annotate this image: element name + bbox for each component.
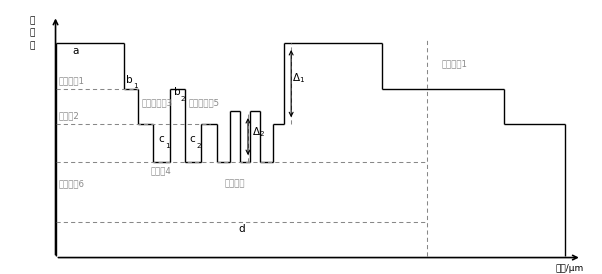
Text: c: c <box>158 134 164 144</box>
Text: d: d <box>238 224 245 234</box>
Text: 少模纤芯6: 少模纤芯6 <box>58 179 84 188</box>
Text: 1: 1 <box>132 83 137 89</box>
Text: c: c <box>190 134 195 144</box>
Text: 折: 折 <box>30 16 36 25</box>
Text: 少模芯区1: 少模芯区1 <box>58 76 84 85</box>
Text: 沟槽内包层3: 沟槽内包层3 <box>141 99 172 108</box>
Text: 射: 射 <box>30 29 36 38</box>
Text: $\Delta_1$: $\Delta_1$ <box>292 71 305 85</box>
Text: 2: 2 <box>196 143 201 149</box>
Text: 少模芯区1: 少模芯区1 <box>441 59 468 68</box>
Text: 距离/μm: 距离/μm <box>556 264 584 273</box>
Text: 内包层4: 内包层4 <box>151 167 172 176</box>
Text: 沟槽外包层5: 沟槽外包层5 <box>189 99 220 108</box>
Text: 1: 1 <box>166 143 170 149</box>
Text: 2: 2 <box>181 96 185 102</box>
Text: a: a <box>73 46 79 56</box>
Text: 内包层2: 内包层2 <box>58 111 79 120</box>
Text: b: b <box>174 87 181 98</box>
Text: $\Delta_2$: $\Delta_2$ <box>252 125 265 139</box>
Text: b: b <box>126 75 132 85</box>
Text: 纤芯间距: 纤芯间距 <box>224 179 245 188</box>
Text: 率: 率 <box>30 41 36 50</box>
